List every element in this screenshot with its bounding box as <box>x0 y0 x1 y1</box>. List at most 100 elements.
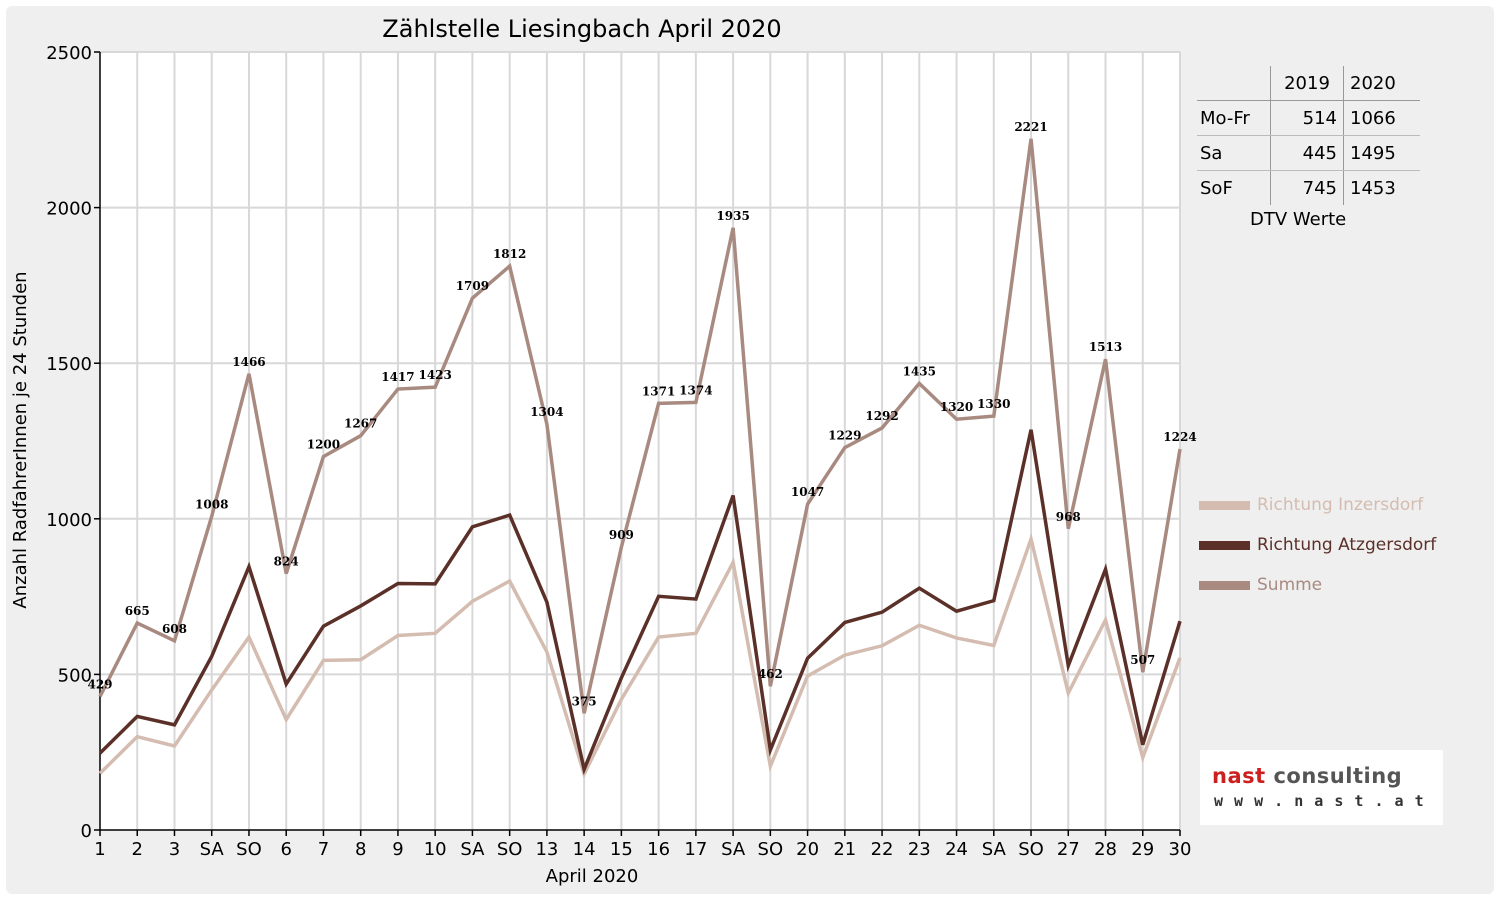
y-tick-label: 0 <box>81 821 92 842</box>
dtv-header-corner <box>1197 66 1271 101</box>
x-tick-label: 15 <box>610 839 633 860</box>
x-tick-label: 14 <box>573 839 596 860</box>
chart-title: Zählstelle Liesingbach April 2020 <box>382 15 781 43</box>
legend-item-inzersdorf: Richtung Inzersdorf <box>1199 493 1423 517</box>
series-line-summe <box>98 138 1182 714</box>
x-tick-label: 21 <box>833 839 856 860</box>
legend-label: Summe <box>1257 575 1323 595</box>
x-tick-label: 9 <box>392 839 403 860</box>
data-label: 1709 <box>456 279 489 293</box>
data-label: 1513 <box>1089 340 1122 354</box>
data-label: 1008 <box>195 497 228 511</box>
data-label: 1304 <box>530 405 563 419</box>
data-label: 1229 <box>828 429 861 443</box>
data-label: 1047 <box>791 485 824 499</box>
logo-url: w w w . n a s t . a t <box>1214 792 1425 810</box>
dtv-value-2020: 1495 <box>1343 135 1420 171</box>
x-tick-label: SA <box>982 839 1007 860</box>
x-tick-label: 27 <box>1057 839 1080 860</box>
data-label: 1374 <box>679 383 712 397</box>
dtv-value-2020: 1453 <box>1343 170 1420 205</box>
x-tick-label: 23 <box>908 839 931 860</box>
legend-swatch <box>1199 580 1250 590</box>
x-tick-label: SA <box>460 839 485 860</box>
x-tick-label: SO <box>758 839 784 860</box>
legend-label: Richtung Atzgersdorf <box>1257 535 1437 555</box>
x-tick-label: 24 <box>945 839 968 860</box>
x-tick-label: 1 <box>94 839 105 860</box>
dtv-row-mo-fr: Mo-Fr 514 1066 <box>1197 100 1420 136</box>
dtv-value-2019: 514 <box>1270 100 1344 136</box>
x-tick-label: 10 <box>424 839 447 860</box>
data-label: 375 <box>572 694 597 708</box>
y-tick-label: 1000 <box>46 510 92 531</box>
y-tick-label: 2000 <box>46 199 92 220</box>
x-tick-label: 29 <box>1131 839 1154 860</box>
x-tick-label: SA <box>721 839 746 860</box>
x-tick-label: 2 <box>132 839 143 860</box>
series-line-atzgersdorf <box>98 429 1182 776</box>
x-tick-label: 20 <box>796 839 819 860</box>
data-label: 1224 <box>1163 430 1196 444</box>
data-label: 824 <box>274 555 299 569</box>
logo-name: nast consulting <box>1212 764 1402 788</box>
data-label: 507 <box>1130 653 1155 667</box>
plot-background <box>100 52 1180 830</box>
dtv-caption: DTV Werte <box>1250 209 1347 230</box>
x-tick-label: 3 <box>169 839 180 860</box>
dtv-table: 2019 2020 Mo-Fr 514 1066 Sa 445 1495 SoF… <box>1197 66 1420 205</box>
data-label: 1330 <box>977 397 1010 411</box>
series-line-inzersdorf <box>98 532 1182 779</box>
dtv-row-sa: Sa 445 1495 <box>1197 135 1420 171</box>
x-tick-label: 17 <box>684 839 707 860</box>
x-tick-label: SA <box>200 839 225 860</box>
data-label: 1320 <box>940 400 973 414</box>
data-label: 1267 <box>344 417 377 431</box>
data-label: 1935 <box>716 209 749 223</box>
logo-name-part1: nast <box>1212 764 1266 788</box>
data-label: 1417 <box>381 370 414 384</box>
data-label: 968 <box>1056 510 1081 524</box>
dtv-header-row: 2019 2020 <box>1197 66 1420 101</box>
data-label: 1371 <box>642 384 675 398</box>
legend-label: Richtung Inzersdorf <box>1257 495 1424 515</box>
dtv-header-2019: 2019 <box>1270 66 1344 101</box>
legend-item-summe: Summe <box>1199 573 1322 597</box>
data-label: 1292 <box>865 409 898 423</box>
y-tick-label: 2500 <box>46 43 92 64</box>
dtv-header-2020: 2020 <box>1343 66 1420 101</box>
dtv-row-label: Mo-Fr <box>1197 100 1271 136</box>
data-label: 608 <box>162 622 187 636</box>
legend-item-atzgersdorf: Richtung Atzgersdorf <box>1199 533 1436 557</box>
dtv-value-2020: 1066 <box>1343 100 1420 136</box>
y-tick-label: 1500 <box>46 354 92 375</box>
dtv-row-sof: SoF 745 1453 <box>1197 170 1420 205</box>
x-tick-label: 13 <box>535 839 558 860</box>
data-label: 1435 <box>903 364 936 378</box>
x-tick-label: 28 <box>1094 839 1117 860</box>
x-tick-label: SO <box>1018 839 1044 860</box>
legend-swatch <box>1199 500 1250 510</box>
dtv-row-label: SoF <box>1200 177 1233 199</box>
data-label: 1423 <box>418 368 451 382</box>
y-axis-label: Anzahl RadfahrerInnen je 24 Stunden <box>10 271 31 608</box>
data-label: 1466 <box>232 355 265 369</box>
x-tick-label: 16 <box>647 839 670 860</box>
company-logo: nast consulting w w w . n a s t . a t <box>1200 750 1443 825</box>
x-tick-label: 8 <box>355 839 366 860</box>
data-label: 909 <box>609 528 634 542</box>
logo-name-part2: consulting <box>1273 764 1403 788</box>
x-tick-label: 7 <box>318 839 329 860</box>
data-label: 1200 <box>307 438 340 452</box>
legend-swatch <box>1199 540 1250 550</box>
dtv-value-2019: 745 <box>1270 170 1344 205</box>
x-tick-label: 30 <box>1169 839 1192 860</box>
data-label: 429 <box>87 677 112 691</box>
x-tick-label: SO <box>497 839 523 860</box>
data-label: 2221 <box>1014 120 1047 134</box>
dtv-value-2019: 445 <box>1270 135 1344 171</box>
data-label: 462 <box>758 667 783 681</box>
data-label: 1812 <box>493 247 526 261</box>
x-tick-label: SO <box>236 839 262 860</box>
